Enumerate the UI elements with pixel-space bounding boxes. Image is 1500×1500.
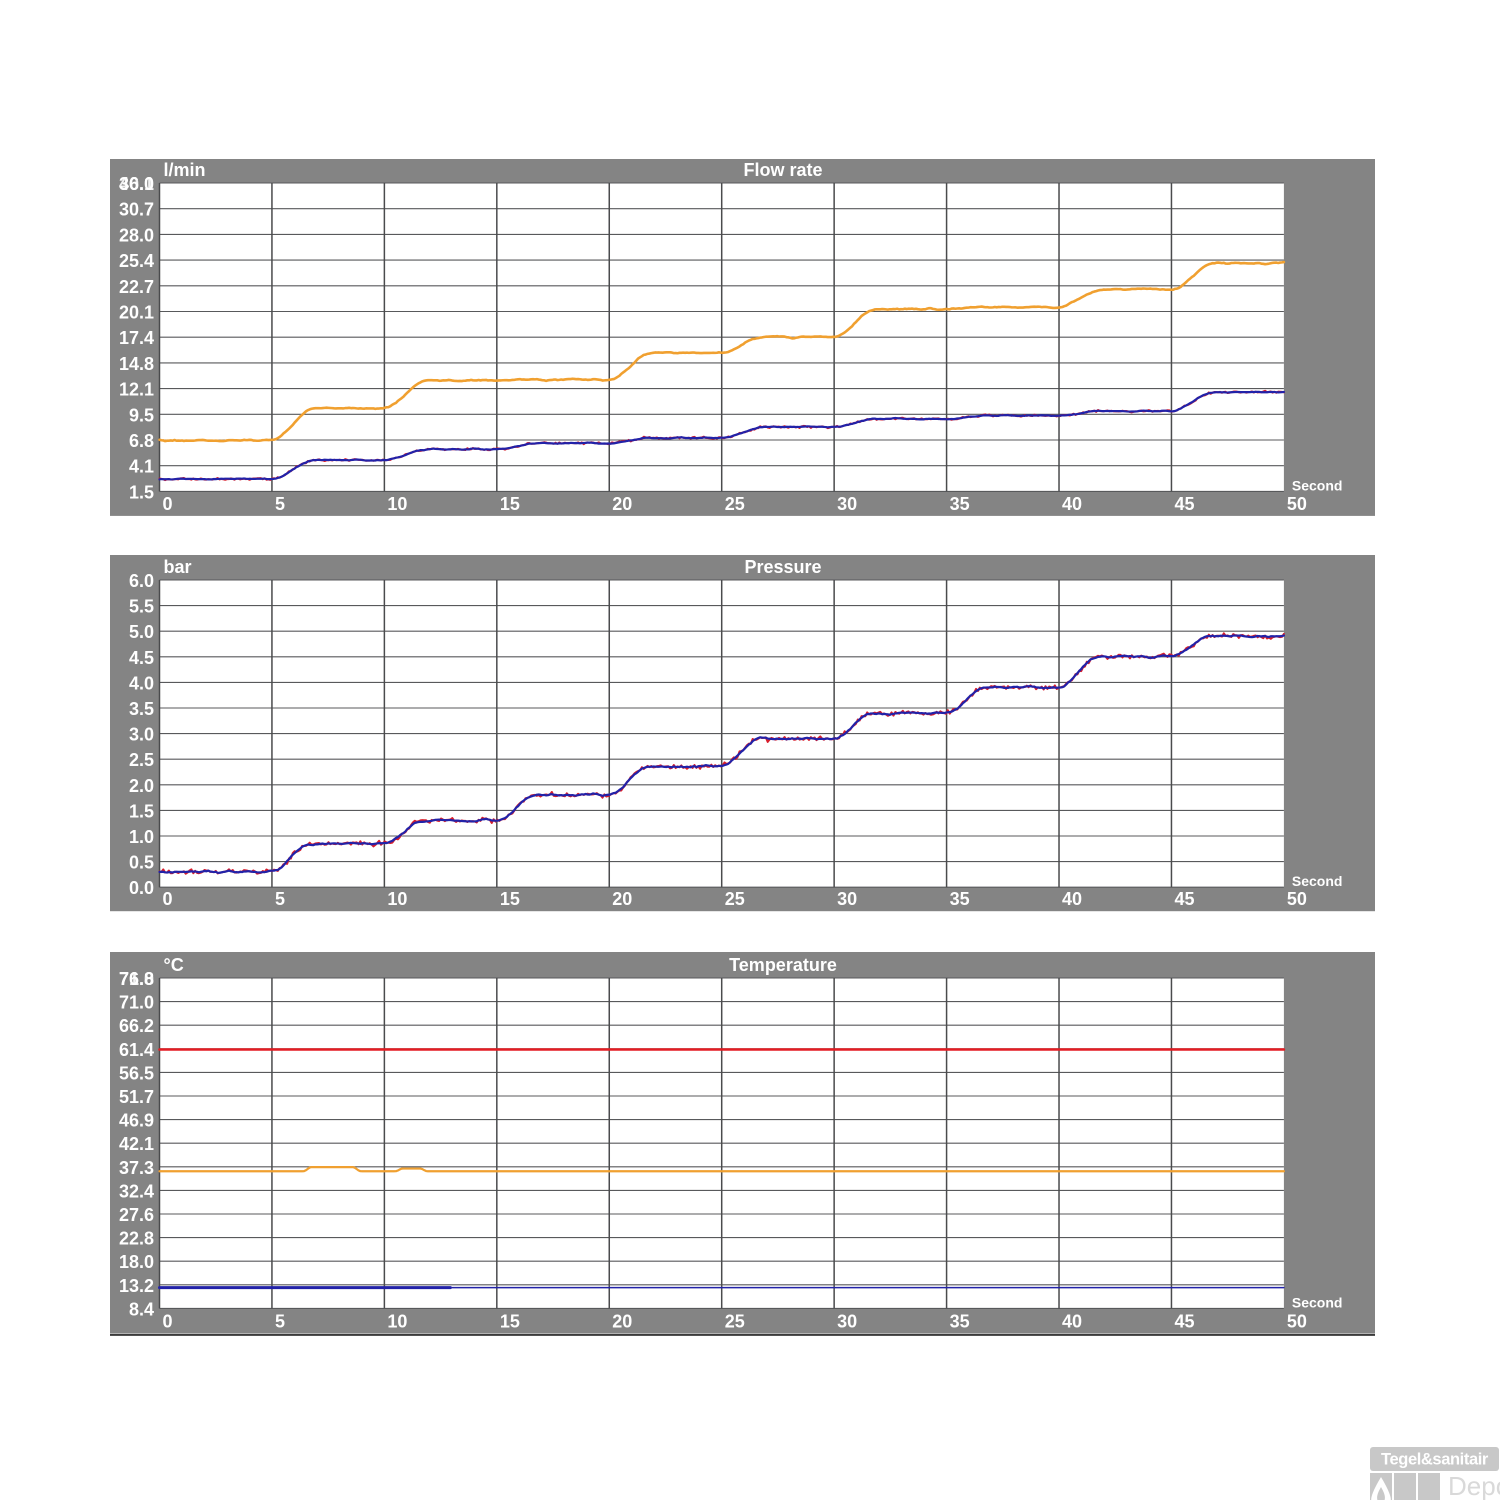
svg-text:35: 35 <box>950 494 970 514</box>
svg-text:30: 30 <box>837 889 857 909</box>
svg-text:35: 35 <box>950 1311 970 1331</box>
svg-text:l/min: l/min <box>164 160 206 180</box>
svg-text:45: 45 <box>1174 494 1194 514</box>
svg-text:1.5: 1.5 <box>129 482 154 502</box>
svg-text:Second: Second <box>1292 1294 1343 1310</box>
svg-text:10: 10 <box>387 889 407 909</box>
svg-text:22.8: 22.8 <box>119 1229 154 1249</box>
svg-text:18.0: 18.0 <box>119 1252 154 1272</box>
svg-text:Second: Second <box>1292 477 1343 493</box>
svg-text:46.9: 46.9 <box>119 1111 154 1131</box>
svg-text:25.4: 25.4 <box>119 251 154 271</box>
svg-text:4.5: 4.5 <box>129 648 154 668</box>
svg-text:45: 45 <box>1174 1311 1194 1331</box>
svg-text:°C: °C <box>164 955 184 975</box>
svg-text:66.2: 66.2 <box>119 1016 154 1036</box>
svg-text:30: 30 <box>837 1311 857 1331</box>
svg-text:Pressure: Pressure <box>744 557 821 577</box>
svg-text:Flow rate: Flow rate <box>743 160 822 180</box>
svg-text:Temperature: Temperature <box>729 955 837 975</box>
svg-text:2.5: 2.5 <box>129 750 154 770</box>
svg-text:51.7: 51.7 <box>119 1087 154 1107</box>
svg-text:4.0: 4.0 <box>129 673 154 693</box>
svg-text:40.1: 40.1 <box>119 174 154 194</box>
svg-text:40: 40 <box>1062 1311 1082 1331</box>
svg-text:45: 45 <box>1174 889 1194 909</box>
svg-text:32.4: 32.4 <box>119 1181 154 1201</box>
svg-text:2.0: 2.0 <box>129 776 154 796</box>
svg-text:12.1: 12.1 <box>119 380 154 400</box>
svg-text:71.0: 71.0 <box>119 993 154 1013</box>
svg-text:50: 50 <box>1287 494 1307 514</box>
svg-text:15: 15 <box>500 889 520 909</box>
svg-text:5.5: 5.5 <box>129 597 154 617</box>
svg-text:Depot: Depot <box>1448 1471 1500 1500</box>
svg-text:20: 20 <box>612 889 632 909</box>
svg-text:37.3: 37.3 <box>119 1158 154 1178</box>
svg-text:13.2: 13.2 <box>119 1276 154 1296</box>
svg-text:5: 5 <box>275 889 285 909</box>
svg-text:35: 35 <box>950 889 970 909</box>
svg-text:9.5: 9.5 <box>129 405 154 425</box>
svg-text:1.5: 1.5 <box>129 801 154 821</box>
svg-text:3.0: 3.0 <box>129 725 154 745</box>
svg-text:3.5: 3.5 <box>129 699 154 719</box>
svg-text:30: 30 <box>837 494 857 514</box>
svg-text:25: 25 <box>725 494 745 514</box>
svg-text:20.1: 20.1 <box>119 303 154 323</box>
svg-text:6.8: 6.8 <box>129 431 154 451</box>
svg-text:5.0: 5.0 <box>129 622 154 642</box>
svg-text:30.7: 30.7 <box>119 200 154 220</box>
svg-text:Second: Second <box>1292 873 1343 889</box>
svg-text:4.1: 4.1 <box>129 457 154 477</box>
svg-text:0: 0 <box>163 889 173 909</box>
svg-text:42.1: 42.1 <box>119 1134 154 1154</box>
svg-text:25: 25 <box>725 889 745 909</box>
svg-text:40: 40 <box>1062 889 1082 909</box>
svg-text:Tegel&sanitair: Tegel&sanitair <box>1381 1451 1489 1469</box>
svg-text:6.0: 6.0 <box>129 571 154 591</box>
svg-text:14.8: 14.8 <box>119 354 154 374</box>
svg-text:61.4: 61.4 <box>119 1040 154 1060</box>
svg-text:71.0: 71.0 <box>119 969 154 989</box>
svg-text:22.7: 22.7 <box>119 277 154 297</box>
svg-text:27.6: 27.6 <box>119 1205 154 1225</box>
svg-text:50: 50 <box>1287 1311 1307 1331</box>
svg-text:bar: bar <box>164 557 192 577</box>
svg-text:15: 15 <box>500 494 520 514</box>
svg-text:28.0: 28.0 <box>119 225 154 245</box>
svg-text:17.4: 17.4 <box>119 328 154 348</box>
svg-text:25: 25 <box>725 1311 745 1331</box>
svg-text:20: 20 <box>612 494 632 514</box>
svg-text:1.0: 1.0 <box>129 827 154 847</box>
svg-text:50: 50 <box>1287 889 1307 909</box>
svg-text:40: 40 <box>1062 494 1082 514</box>
svg-text:0: 0 <box>163 1311 173 1331</box>
svg-text:15: 15 <box>500 1311 520 1331</box>
svg-text:56.5: 56.5 <box>119 1063 154 1083</box>
svg-text:0.0: 0.0 <box>129 878 154 898</box>
svg-text:5: 5 <box>275 494 285 514</box>
svg-text:20: 20 <box>612 1311 632 1331</box>
svg-text:10: 10 <box>387 494 407 514</box>
svg-text:0.5: 0.5 <box>129 853 154 873</box>
svg-text:8.4: 8.4 <box>129 1299 154 1319</box>
svg-text:0: 0 <box>163 494 173 514</box>
svg-text:5: 5 <box>275 1311 285 1331</box>
svg-text:10: 10 <box>387 1311 407 1331</box>
